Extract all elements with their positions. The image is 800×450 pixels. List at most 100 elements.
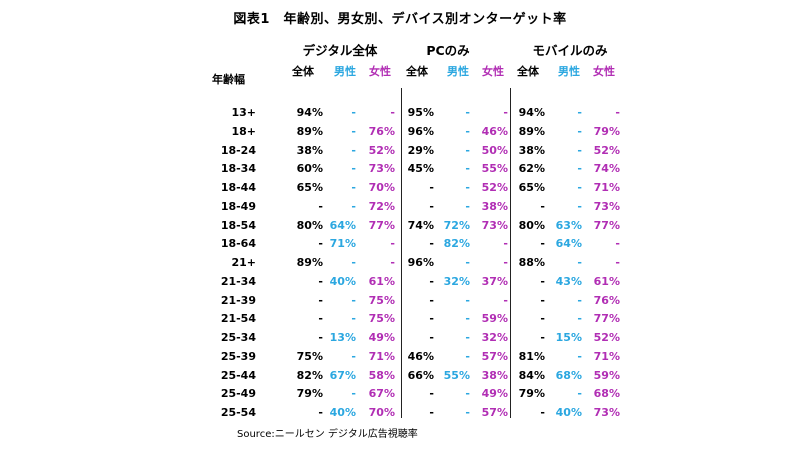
cell-pc-all: 66% [407, 369, 434, 382]
cell-mobile-female: - [615, 256, 620, 269]
cell-mobile-female: 71% [593, 181, 620, 194]
cell-digital-male: - [351, 125, 356, 138]
cell-pc-male: - [465, 200, 470, 213]
age-label: 18-24 [220, 144, 256, 157]
cell-digital-all: - [318, 200, 323, 213]
cell-pc-female: 38% [481, 200, 508, 213]
cell-mobile-all: 80% [518, 219, 545, 232]
age-label: 18-49 [220, 200, 256, 213]
cell-pc-female: 46% [481, 125, 508, 138]
cell-mobile-all: 38% [518, 144, 545, 157]
cell-mobile-all: 88% [518, 256, 545, 269]
cell-pc-male: - [465, 312, 470, 325]
cell-mobile-female: 59% [593, 369, 620, 382]
cell-mobile-male: - [577, 294, 582, 307]
cell-mobile-all: - [540, 275, 545, 288]
cell-mobile-all: 62% [518, 162, 545, 175]
cell-mobile-all: 89% [518, 125, 545, 138]
cell-digital-all: 75% [296, 350, 323, 363]
cell-pc-female: 37% [481, 275, 508, 288]
cell-digital-all: 65% [296, 181, 323, 194]
cell-digital-male: 64% [329, 219, 356, 232]
age-label: 18-34 [220, 162, 256, 175]
cell-mobile-male: 64% [555, 237, 582, 250]
cell-mobile-male: - [577, 181, 582, 194]
cell-mobile-all: 65% [518, 181, 545, 194]
cell-digital-all: 60% [296, 162, 323, 175]
cell-mobile-female: - [615, 237, 620, 250]
subheader-pc-male: 男性 [447, 65, 469, 78]
cell-pc-all: - [429, 237, 434, 250]
cell-digital-all: 94% [296, 106, 323, 119]
cell-pc-female: 57% [481, 406, 508, 419]
cell-pc-all: 96% [407, 256, 434, 269]
cell-pc-all: 45% [407, 162, 434, 175]
cell-pc-male: 82% [443, 237, 470, 250]
cell-digital-female: 52% [368, 144, 395, 157]
cell-pc-all: 74% [407, 219, 434, 232]
cell-pc-all: - [429, 406, 434, 419]
cell-digital-all: - [318, 331, 323, 344]
cell-pc-male: - [465, 331, 470, 344]
cell-mobile-male: 15% [555, 331, 582, 344]
cell-pc-all: 46% [407, 350, 434, 363]
cell-mobile-male: 68% [555, 369, 582, 382]
cell-pc-female: 50% [481, 144, 508, 157]
cell-pc-male: - [465, 294, 470, 307]
cell-mobile-all: - [540, 406, 545, 419]
cell-mobile-male: - [577, 312, 582, 325]
subheader-mobile-female: 女性 [593, 65, 615, 78]
age-range-header: 年齢幅 [212, 73, 245, 86]
cell-mobile-all: - [540, 294, 545, 307]
cell-digital-female: - [390, 106, 395, 119]
subheader-pc-all: 全体 [406, 65, 428, 78]
cell-mobile-all: 81% [518, 350, 545, 363]
cell-digital-all: 79% [296, 387, 323, 400]
cell-digital-all: - [318, 406, 323, 419]
group-header-digital: デジタル全体 [302, 43, 378, 58]
cell-digital-male: 13% [329, 331, 356, 344]
cell-digital-male: - [351, 312, 356, 325]
page-title: 図表1 年齢別、男女別、デバイス別オンターゲット率 [233, 12, 567, 27]
cell-digital-male: - [351, 294, 356, 307]
cell-digital-male: - [351, 256, 356, 269]
cell-digital-male: 67% [329, 369, 356, 382]
cell-digital-female: 75% [368, 294, 395, 307]
subheader-digital-male: 男性 [334, 65, 356, 78]
cell-pc-male: - [465, 387, 470, 400]
cell-mobile-male: - [577, 200, 582, 213]
cell-mobile-male: - [577, 350, 582, 363]
age-label: 18-54 [220, 219, 256, 232]
age-label: 25-34 [220, 331, 256, 344]
cell-mobile-all: - [540, 312, 545, 325]
cell-mobile-female: 79% [593, 125, 620, 138]
cell-mobile-male: - [577, 256, 582, 269]
cell-mobile-male: - [577, 106, 582, 119]
cell-pc-female: - [503, 256, 508, 269]
age-label: 25-54 [220, 406, 256, 419]
subheader-digital-all: 全体 [292, 65, 314, 78]
cell-pc-female: 49% [481, 387, 508, 400]
cell-mobile-male: 43% [555, 275, 582, 288]
cell-mobile-female: 77% [593, 219, 620, 232]
cell-pc-all: - [429, 200, 434, 213]
cell-pc-male: - [465, 162, 470, 175]
cell-digital-female: 72% [368, 200, 395, 213]
subheader-pc-female: 女性 [482, 65, 504, 78]
cell-digital-female: 58% [368, 369, 395, 382]
age-label: 21-54 [220, 312, 256, 325]
cell-pc-all: 96% [407, 125, 434, 138]
cell-pc-male: 32% [443, 275, 470, 288]
age-label: 13+ [231, 106, 256, 119]
subheader-mobile-male: 男性 [558, 65, 580, 78]
cell-digital-male: - [351, 106, 356, 119]
cell-digital-all: 38% [296, 144, 323, 157]
cell-pc-female: 57% [481, 350, 508, 363]
cell-mobile-female: - [615, 106, 620, 119]
subheader-digital-female: 女性 [369, 65, 391, 78]
cell-pc-male: 55% [443, 369, 470, 382]
cell-mobile-female: 68% [593, 387, 620, 400]
cell-digital-all: - [318, 237, 323, 250]
cell-digital-female: 75% [368, 312, 395, 325]
cell-digital-female: 61% [368, 275, 395, 288]
